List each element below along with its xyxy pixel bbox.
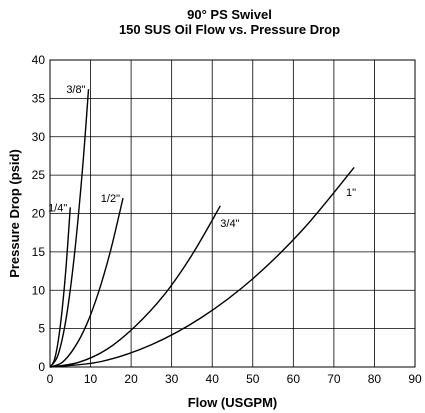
y-tick-label: 25 bbox=[32, 168, 46, 182]
x-tick-label: 30 bbox=[165, 372, 179, 386]
series-line bbox=[49, 167, 355, 368]
chart-title: 90° PS Swivel bbox=[187, 7, 272, 22]
x-axis-label: Flow (USGPM) bbox=[188, 395, 278, 410]
x-tick-label: 20 bbox=[124, 372, 138, 386]
chart-subtitle: 150 SUS Oil Flow vs. Pressure Drop bbox=[118, 22, 341, 37]
series-label: 3/4" bbox=[220, 218, 239, 230]
x-tick-label: 90 bbox=[408, 372, 422, 386]
series-label: 1/4" bbox=[48, 202, 67, 214]
y-tick-label: 30 bbox=[32, 130, 46, 144]
plot-frame bbox=[49, 59, 416, 368]
series-line bbox=[49, 207, 71, 368]
y-tick-label: 5 bbox=[38, 322, 45, 336]
y-tick-label: 0 bbox=[38, 360, 45, 374]
series-label: 1/2" bbox=[101, 193, 120, 205]
y-tick-label: 35 bbox=[32, 91, 46, 105]
y-tick-label: 10 bbox=[32, 283, 46, 297]
series-line bbox=[49, 197, 124, 368]
series-label: 1" bbox=[346, 187, 356, 199]
x-tick-label: 40 bbox=[206, 372, 220, 386]
y-tick-label: 40 bbox=[32, 53, 46, 67]
series-label: 3/8" bbox=[66, 84, 85, 96]
x-tick-label: 80 bbox=[368, 372, 382, 386]
y-tick-label: 20 bbox=[32, 207, 46, 221]
x-tick-label: 70 bbox=[327, 372, 341, 386]
x-tick-label: 50 bbox=[246, 372, 260, 386]
series-line bbox=[49, 89, 90, 368]
x-tick-label: 60 bbox=[287, 372, 301, 386]
x-tick-label: 10 bbox=[84, 372, 98, 386]
series-line bbox=[49, 205, 221, 368]
y-axis-label: Pressure Drop (psid) bbox=[7, 149, 22, 278]
y-tick-label: 15 bbox=[32, 245, 46, 259]
x-tick-label: 0 bbox=[47, 372, 54, 386]
